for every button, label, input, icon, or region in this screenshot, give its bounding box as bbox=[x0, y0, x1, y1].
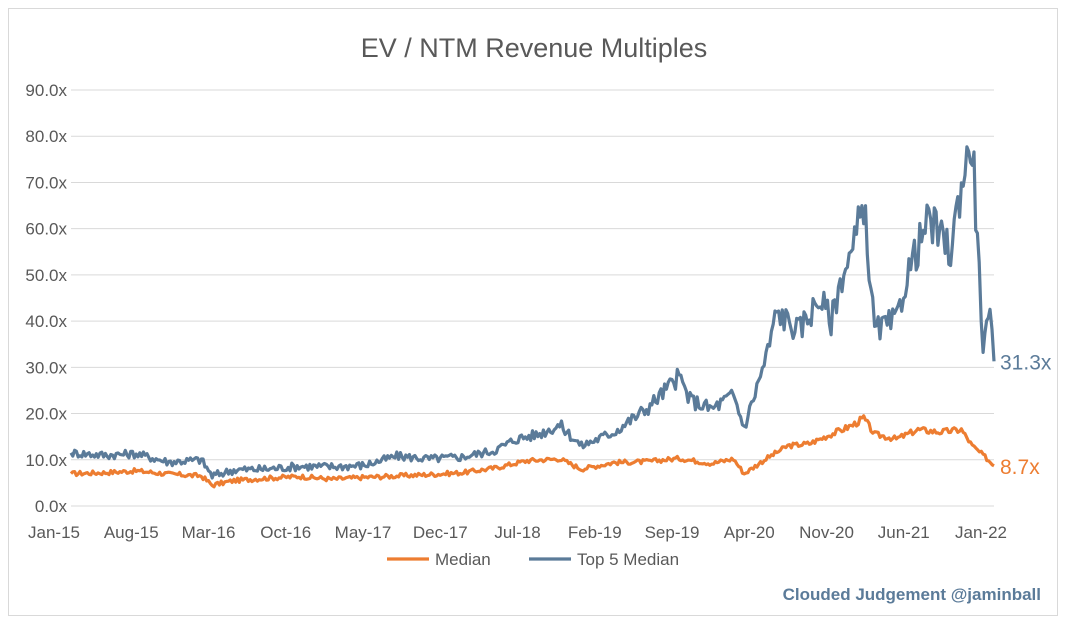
x-tick-label: Jun-21 bbox=[878, 523, 930, 542]
y-tick-label: 30.0x bbox=[25, 358, 67, 377]
x-tick-label: Feb-19 bbox=[568, 523, 622, 542]
x-tick-label: Sep-19 bbox=[645, 523, 700, 542]
y-tick-label: 90.0x bbox=[25, 81, 67, 100]
x-tick-label: Nov-20 bbox=[799, 523, 854, 542]
x-tick-label: Mar-16 bbox=[182, 523, 236, 542]
end-labels: 8.7x 31.3x bbox=[1000, 351, 1052, 478]
chart-title: EV / NTM Revenue Multiples bbox=[361, 33, 708, 63]
y-tick-label: 50.0x bbox=[25, 266, 67, 285]
y-tick-label: 80.0x bbox=[25, 127, 67, 146]
x-tick-label: Jan-15 bbox=[28, 523, 80, 542]
chart-frame: EV / NTM Revenue Multiples 0.0x 10.0x 20.0… bbox=[8, 8, 1058, 616]
line-chart: EV / NTM Revenue Multiples 0.0x 10.0x 20.0… bbox=[25, 33, 1052, 604]
x-tick-label: Oct-16 bbox=[260, 523, 311, 542]
series-lines bbox=[69, 145, 996, 489]
y-tick-label: 20.0x bbox=[25, 405, 67, 424]
legend: Median Top 5 Median bbox=[387, 550, 679, 569]
x-tick-label: Apr-20 bbox=[724, 523, 775, 542]
legend-label: Median bbox=[435, 550, 491, 569]
gridlines bbox=[71, 89, 994, 507]
y-tick-label: 60.0x bbox=[25, 220, 67, 239]
x-tick-label: Dec-17 bbox=[413, 523, 468, 542]
end-value-label: 8.7x bbox=[1000, 456, 1040, 479]
watermark: Clouded Judgement @jaminball bbox=[783, 585, 1041, 604]
x-tick-label: Jul-18 bbox=[494, 523, 540, 542]
top5-median-line bbox=[69, 145, 996, 480]
x-axis-ticks: Jan-15 Aug-15 Mar-16 Oct-16 May-17 Dec-17 Jul-… bbox=[28, 523, 1007, 542]
x-tick-label: May-17 bbox=[335, 523, 392, 542]
y-tick-label: 0.0x bbox=[35, 497, 68, 516]
y-tick-label: 70.0x bbox=[25, 173, 67, 192]
median-line bbox=[69, 414, 995, 489]
y-tick-label: 10.0x bbox=[25, 451, 67, 470]
y-axis-ticks: 0.0x 10.0x 20.0x 30.0x 40.0x 50.0x 60.0x 70.0x 8… bbox=[25, 81, 67, 516]
y-tick-label: 40.0x bbox=[25, 312, 67, 331]
x-tick-label: Aug-15 bbox=[104, 523, 159, 542]
legend-label: Top 5 Median bbox=[577, 550, 679, 569]
end-value-label: 31.3x bbox=[1000, 351, 1052, 374]
x-tick-label: Jan-22 bbox=[955, 523, 1007, 542]
